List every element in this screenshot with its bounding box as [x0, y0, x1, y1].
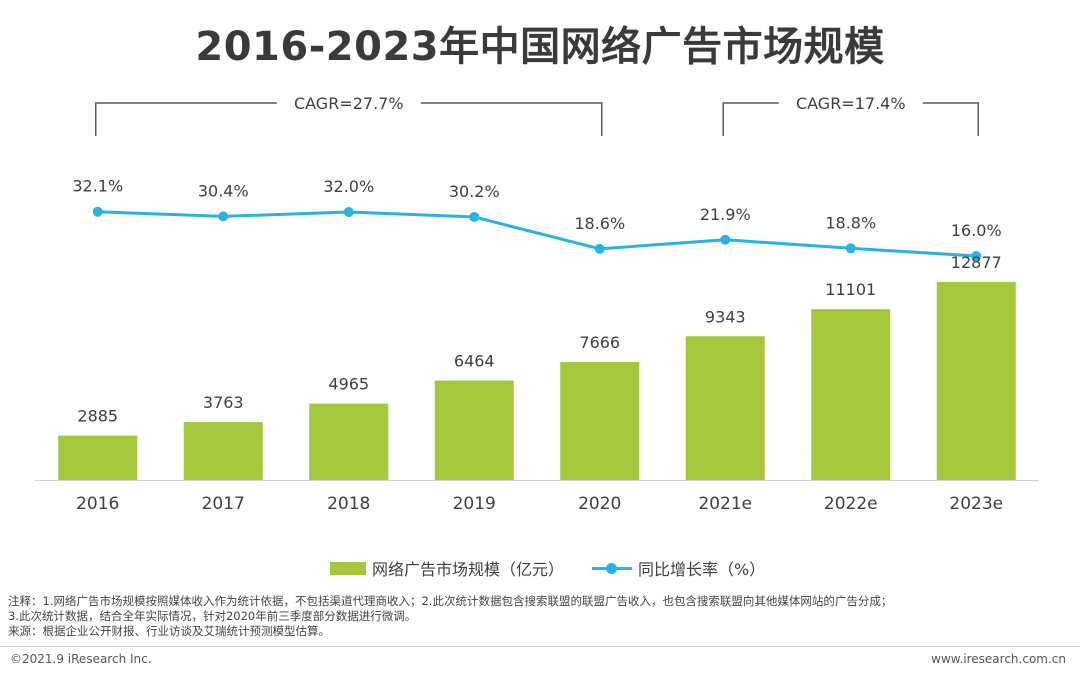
bar-2020 [560, 362, 640, 480]
bar-2021e [685, 336, 765, 480]
bar-value-label: 12877 [951, 253, 1002, 272]
x-tick-label: 2019 [453, 494, 496, 514]
legend-item-line: 同比增长率（%） [592, 556, 765, 580]
x-tick-label: 2021e [698, 494, 752, 514]
growth-point-2019 [469, 211, 480, 222]
market-size-bars: 2885 3763 4965 6464 7666 9343 11101 12877 [58, 253, 1016, 480]
x-tick-label: 2023e [949, 494, 1003, 514]
growth-rate-line: 32.1% 30.4% 32.0% 30.2% 18.6% 21.9% 18.8% 16.0% [72, 177, 1002, 261]
growth-rate-label: 16.0% [951, 221, 1002, 240]
growth-point-2023e [971, 251, 982, 261]
source-line: 来源：根据企业公开财报、行业访谈及艾瑞统计预测模型估算。 [8, 624, 330, 638]
growth-rate-polyline [97, 210, 977, 258]
legend-line-label: 同比增长率（%） [638, 560, 766, 579]
footer-copyright: ©2021.9 iResearch Inc. [10, 652, 152, 666]
x-axis: 2016 2017 2018 2019 2020 2021e 2022e 2023e [35, 480, 1039, 514]
bar-value-label: 7666 [579, 333, 620, 352]
bar-value-label: 3763 [203, 393, 244, 412]
chart-svg: CAGR=27.7% CAGR=17.4% 32.1% 30.4% 32.0% 30.2… [35, 94, 1039, 514]
notes: 注释：1.网络广告市场规模按照媒体收入作为统计依据，不包括渠道代理商收入；2.此… [8, 594, 1074, 639]
legend: 网络广告市场规模（亿元） 同比增长率（%） [0, 556, 1080, 580]
note-line-1: 注释：1.网络广告市场规模按照媒体收入作为统计依据，不包括渠道代理商收入；2.此… [8, 594, 893, 608]
note-line-2: 3.此次统计数据，结合全年实际情况，针对2020年前三季度部分数据进行微调。 [8, 609, 417, 623]
bar-2016 [58, 435, 138, 480]
bar-value-label: 6464 [454, 352, 495, 371]
legend-line-swatch [592, 561, 632, 575]
bar-value-label: 11101 [825, 280, 876, 299]
growth-rate-label: 30.2% [449, 182, 500, 201]
growth-rate-label: 30.4% [198, 181, 249, 200]
bar-2023e [936, 281, 1016, 480]
x-tick-label: 2017 [202, 494, 245, 514]
cagr-label: CAGR=17.4% [796, 94, 906, 113]
growth-rate-label: 32.0% [323, 177, 374, 196]
cagr-annotations: CAGR=27.7% CAGR=17.4% [95, 94, 979, 136]
legend-item-bar: 网络广告市场规模（亿元） [330, 556, 564, 580]
bar-2018 [309, 403, 389, 480]
x-tick-label: 2022e [824, 494, 878, 514]
cagr-bracket [722, 102, 979, 136]
growth-rate-label: 32.1% [72, 177, 123, 196]
cagr-label: CAGR=27.7% [294, 94, 404, 113]
bar-2019 [434, 380, 514, 480]
legend-bar-swatch [330, 561, 366, 575]
cagr-bracket [95, 102, 603, 136]
growth-rate-label: 18.6% [574, 214, 625, 233]
growth-point-2021e [720, 234, 731, 245]
bar-value-label: 9343 [705, 307, 746, 326]
bar-2017 [183, 422, 263, 480]
footer-divider [0, 646, 1080, 647]
x-tick-label: 2018 [327, 494, 370, 514]
growth-point-2020 [594, 243, 605, 254]
growth-point-2018 [343, 207, 354, 217]
x-tick-label: 2016 [76, 494, 119, 514]
growth-point-2016 [92, 206, 103, 217]
growth-rate-label: 18.8% [825, 213, 876, 232]
x-tick-label: 2020 [578, 494, 621, 514]
chart-title: 2016-2023年中国网络广告市场规模 [195, 24, 885, 70]
footer-website[interactable]: www.iresearch.com.cn [931, 652, 1066, 666]
bar-2022e [811, 309, 891, 480]
bar-value-label: 4965 [328, 375, 369, 394]
bar-value-label: 2885 [77, 407, 118, 426]
growth-point-2022e [845, 243, 856, 254]
growth-point-2017 [218, 211, 229, 222]
legend-bar-label: 网络广告市场规模（亿元） [372, 560, 565, 579]
growth-rate-label: 21.9% [700, 205, 751, 224]
